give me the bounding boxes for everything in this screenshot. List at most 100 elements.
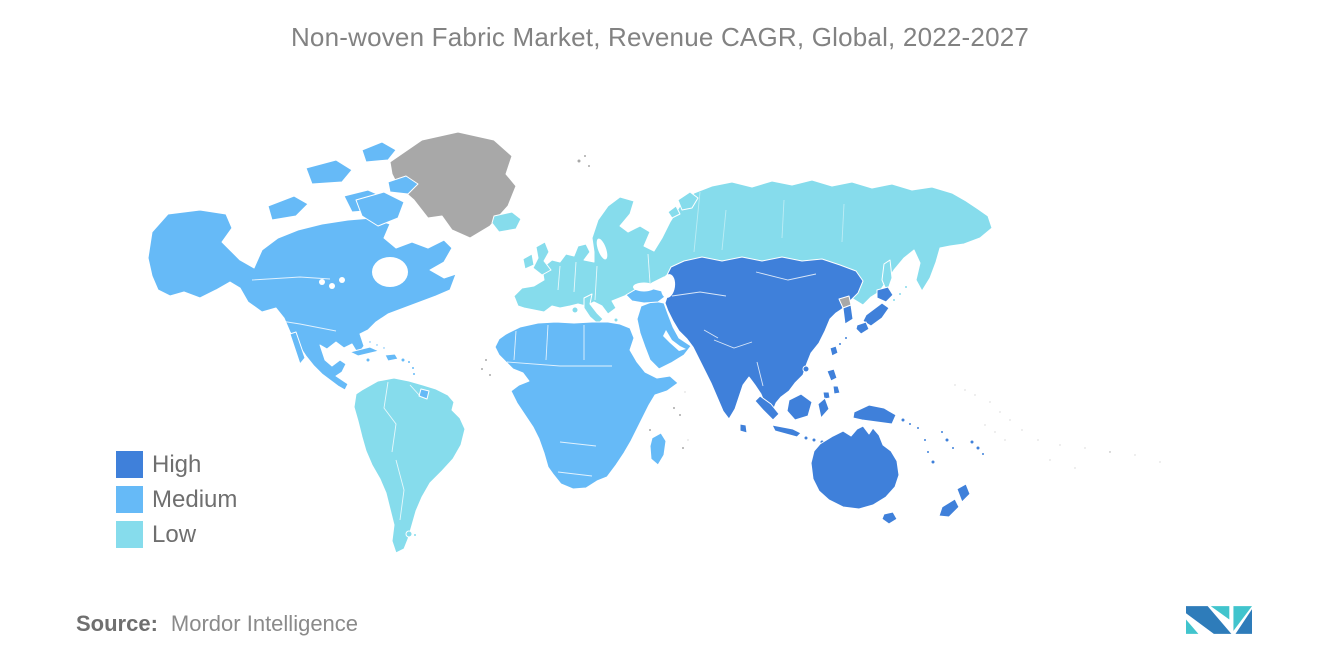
madagascar-landmass <box>649 432 667 466</box>
java <box>771 424 802 438</box>
south-korea-landmass <box>842 304 854 325</box>
region-french-guiana <box>418 388 430 400</box>
australia-mainland <box>810 425 900 510</box>
island-dot <box>973 393 977 397</box>
border-line <box>594 265 598 301</box>
border-line <box>383 381 397 453</box>
border-line <box>251 276 331 281</box>
island-dot <box>1036 438 1040 442</box>
ireland <box>522 253 535 270</box>
borneo <box>786 393 813 421</box>
nz-north-island <box>956 483 971 503</box>
region-africa <box>494 321 679 490</box>
island-dot <box>844 336 848 340</box>
region-atlantic-territories <box>480 358 690 450</box>
logo-blue-right-triangle <box>1235 609 1252 634</box>
region-asia-core <box>664 256 864 420</box>
border-line <box>409 384 421 397</box>
hispaniola <box>384 353 399 362</box>
cuba <box>349 346 380 357</box>
island-dot <box>375 343 379 347</box>
arctic-island <box>267 195 309 221</box>
island-dot <box>1133 453 1137 457</box>
island-dot <box>981 452 985 456</box>
kuril-dot <box>898 292 902 296</box>
border-line <box>781 199 785 239</box>
south-america-mainland <box>353 377 466 554</box>
sulawesi <box>817 397 830 419</box>
water-overlays <box>319 238 686 351</box>
great-lake <box>329 283 335 289</box>
sumatra <box>754 395 780 421</box>
island-dot <box>488 373 492 377</box>
border-line <box>756 361 764 387</box>
island-dot <box>803 435 809 441</box>
crete <box>613 317 619 323</box>
new-guinea-landmass <box>852 404 897 425</box>
island-dot <box>908 422 912 426</box>
border-line <box>703 329 719 339</box>
island-dot <box>412 372 416 376</box>
great-lake <box>339 277 345 283</box>
island-dot <box>811 437 817 443</box>
logo-teal-bottom-triangle <box>1186 619 1199 634</box>
french-guiana-landmass <box>418 388 430 400</box>
visayas <box>832 385 841 395</box>
sardinia <box>571 306 579 314</box>
baltic-sea <box>596 238 608 260</box>
border-line <box>693 191 701 253</box>
logo-blue-diagonal <box>1186 606 1232 634</box>
island-dot <box>975 445 981 451</box>
border-line <box>573 261 577 293</box>
caspian-sea <box>660 274 676 298</box>
persian-gulf <box>663 330 686 351</box>
island-dot <box>923 438 927 442</box>
island-dot <box>1003 438 1007 442</box>
baja-california <box>289 331 306 365</box>
island-dot <box>681 446 685 450</box>
novaya-zemlya <box>667 205 681 219</box>
great-lake <box>319 279 325 285</box>
legend-label-low: Low <box>152 521 197 548</box>
island-dot <box>1020 428 1024 432</box>
island-dot <box>926 450 930 454</box>
border-line <box>841 203 845 243</box>
island-dot <box>686 438 690 442</box>
region-indonesia <box>754 393 830 445</box>
arctic-island <box>361 141 397 163</box>
island-dot <box>963 388 967 392</box>
source-label: Source: <box>76 611 158 636</box>
arctic-island <box>387 175 419 195</box>
region-north-america <box>147 141 457 391</box>
island-dot <box>382 346 386 350</box>
island-dot <box>900 417 906 423</box>
island-dot <box>944 437 950 443</box>
island-dot <box>648 428 652 432</box>
legend-row-medium: Medium <box>116 486 237 513</box>
legend-row-high: High <box>116 451 237 478</box>
island-dot <box>1058 443 1062 447</box>
africa-mainland <box>494 321 679 490</box>
region-pacific-territories <box>953 383 1162 470</box>
border-line <box>647 253 651 284</box>
island-dot <box>930 459 936 465</box>
hudson-bay <box>372 257 408 287</box>
greenland-landmass <box>389 131 517 239</box>
island-dot <box>1048 458 1052 462</box>
region-new-zealand <box>938 483 971 518</box>
mindanao <box>822 391 831 400</box>
border-line <box>395 459 405 521</box>
iceland-landmass <box>491 211 522 233</box>
region-falkland-islands <box>405 530 417 538</box>
region-south-america <box>353 377 466 554</box>
hainan <box>802 365 810 373</box>
island-dot <box>672 406 676 410</box>
sri-lanka-landmass <box>739 423 748 434</box>
border-line <box>557 265 561 291</box>
honshu <box>862 302 890 327</box>
chart-title: Non-woven Fabric Market, Revenue CAGR, G… <box>290 22 1030 52</box>
region-pacific-islands <box>900 417 985 465</box>
source-value: Mordor Intelligence <box>170 611 359 636</box>
north-america-mainland <box>147 209 457 391</box>
